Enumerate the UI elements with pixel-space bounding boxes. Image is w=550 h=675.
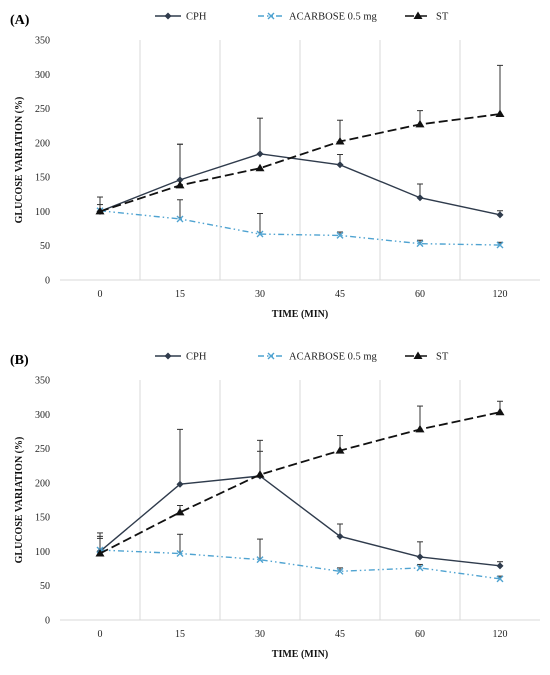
chart-a-data-point	[335, 136, 345, 145]
chart-b-y-tick-label: 0	[45, 616, 50, 627]
chart-b-x-tick-label: 0	[98, 629, 103, 640]
chart-a-series-line	[99, 113, 501, 213]
chart-b-x-tick-label: 60	[415, 629, 425, 640]
chart-a: (A) 0 50 100 150 200 250 300 350 0 15 30 45 60 120 TIME…	[10, 11, 540, 320]
chart-b-data-point	[176, 480, 184, 488]
chart-b-legend-label: ST	[436, 352, 449, 363]
chart-a-legend-item: CPH	[155, 12, 207, 23]
chart-a-legend-marker	[164, 12, 172, 20]
chart-a-data-point	[336, 161, 344, 169]
chart-a-data-point	[255, 163, 265, 172]
chart-b: (B) 0 50 100 150 200 250 300 350 0 15 30 45 60 120 TIME…	[10, 351, 540, 660]
chart-b-data-point	[175, 507, 185, 516]
chart-b-legend: CPH ACARBOSE 0.5 mg ST	[155, 351, 449, 363]
chart-a-data-point	[176, 215, 184, 223]
chart-b-data-point	[496, 575, 504, 583]
chart-b-data-point	[95, 548, 105, 557]
chart-a-legend-label: ST	[436, 12, 449, 23]
chart-a-legend-label: ACARBOSE 0.5 mg	[289, 12, 378, 23]
chart-a-x-tick-label: 0	[98, 289, 103, 300]
chart-a-x-tick-label: 15	[175, 289, 185, 300]
chart-a-y-axis-title: GLUCOSE VARIATION (%)	[14, 97, 25, 224]
chart-b-data-point	[176, 549, 184, 557]
chart-b-x-tick-label: 45	[335, 629, 345, 640]
chart-b-legend-marker	[164, 352, 172, 360]
chart-a-y-tick-label: 100	[35, 207, 50, 218]
chart-b-data-point	[416, 564, 424, 572]
chart-a-legend: CPH ACARBOSE 0.5 mg ST	[155, 11, 449, 23]
chart-b-data-point	[256, 556, 264, 564]
chart-b-legend-label: ACARBOSE 0.5 mg	[289, 352, 378, 363]
chart-a-legend-label: CPH	[186, 12, 207, 23]
chart-b-y-tick-label: 150	[35, 513, 50, 524]
chart-b-legend-item: ACARBOSE 0.5 mg	[258, 352, 378, 363]
chart-b-data-point	[335, 446, 345, 454]
chart-a-data-point	[416, 194, 424, 202]
chart-b-x-tick-label: 120	[493, 629, 508, 640]
chart-b-x-axis-title: TIME (MIN)	[272, 649, 328, 660]
chart-b-x-tick-label: 15	[175, 629, 185, 640]
chart-b-legend-marker	[413, 351, 423, 359]
chart-a-y-tick-label: 350	[35, 36, 50, 47]
chart-b-series-2	[95, 407, 505, 557]
chart-a-data-point	[496, 211, 504, 219]
chart-a-panel-label: (A)	[10, 13, 30, 28]
chart-b-legend-item: ST	[405, 351, 449, 363]
chart-b-y-tick-label: 100	[35, 547, 50, 558]
chart-a-data-point	[336, 231, 344, 239]
chart-b-data-point	[336, 567, 344, 575]
chart-a-data-point	[496, 241, 504, 249]
chart-a-y-tick-label: 300	[35, 70, 50, 81]
chart-b-data-point	[495, 407, 505, 416]
chart-a-data-point	[95, 206, 105, 215]
chart-a-series-1	[96, 207, 504, 249]
chart-a-data-point	[176, 176, 184, 184]
chart-a-data-point	[175, 180, 185, 189]
chart-a-y-tick-label: 250	[35, 104, 50, 115]
chart-b-data-point	[255, 470, 265, 478]
chart-b-legend-label: CPH	[186, 352, 207, 363]
chart-a-y-tick-label: 150	[35, 173, 50, 184]
chart-b-y-tick-label: 50	[40, 581, 50, 592]
chart-b-y-tick-label: 300	[35, 410, 50, 421]
chart-b-y-tick-label: 200	[35, 478, 50, 489]
chart-b-legend-marker	[267, 352, 275, 360]
chart-a-legend-marker	[413, 11, 423, 19]
chart-a-legend-item: ACARBOSE 0.5 mg	[258, 12, 378, 23]
chart-a-x-tick-label: 60	[415, 289, 425, 300]
chart-a-y-tick-label: 50	[40, 241, 50, 252]
chart-a-x-tick-label: 45	[335, 289, 345, 300]
chart-a-legend-marker	[267, 12, 275, 20]
chart-b-x-tick-label: 30	[255, 629, 265, 640]
chart-a-x-tick-label: 30	[255, 289, 265, 300]
chart-b-panel-label: (B)	[10, 353, 29, 368]
chart-a-series-2	[95, 109, 505, 215]
chart-a-data-point	[495, 109, 505, 118]
chart-a-y-tick-label: 0	[45, 276, 50, 287]
chart-b-data-point	[416, 553, 424, 561]
chart-b-y-tick-label: 250	[35, 444, 50, 455]
chart-b-y-axis-title: GLUCOSE VARIATION (%)	[14, 437, 25, 564]
chart-b-data-point	[496, 562, 504, 570]
chart-b-series-line	[99, 475, 501, 567]
chart-a-series-0	[96, 150, 504, 219]
panel-b: (B) 0 50 100 150 200 250 300 350 0 15 30 45 60 120 TIME…	[0, 340, 550, 675]
chart-a-data-point	[415, 119, 425, 128]
chart-a-series-line	[99, 153, 501, 216]
chart-a-legend-item: ST	[405, 11, 449, 23]
chart-b-y-tick-label: 350	[35, 376, 50, 387]
chart-a-data-point	[256, 150, 264, 158]
chart-a-data-point	[416, 240, 424, 248]
chart-b-data-point	[415, 424, 425, 433]
chart-a-y-tick-label: 200	[35, 138, 50, 149]
chart-b-legend-item: CPH	[155, 352, 207, 363]
chart-a-x-axis-title: TIME (MIN)	[272, 309, 328, 320]
chart-a-data-point	[256, 230, 264, 238]
chart-a-series-line	[99, 210, 501, 246]
chart-a-x-tick-label: 120	[493, 289, 508, 300]
chart-b-series-line	[99, 549, 501, 580]
panel-a: (A) 0 50 100 150 200 250 300 350 0 15 30 45 60 120 TIME…	[0, 0, 550, 335]
chart-b-series-line	[99, 411, 501, 555]
chart-b-data-point	[336, 532, 344, 540]
